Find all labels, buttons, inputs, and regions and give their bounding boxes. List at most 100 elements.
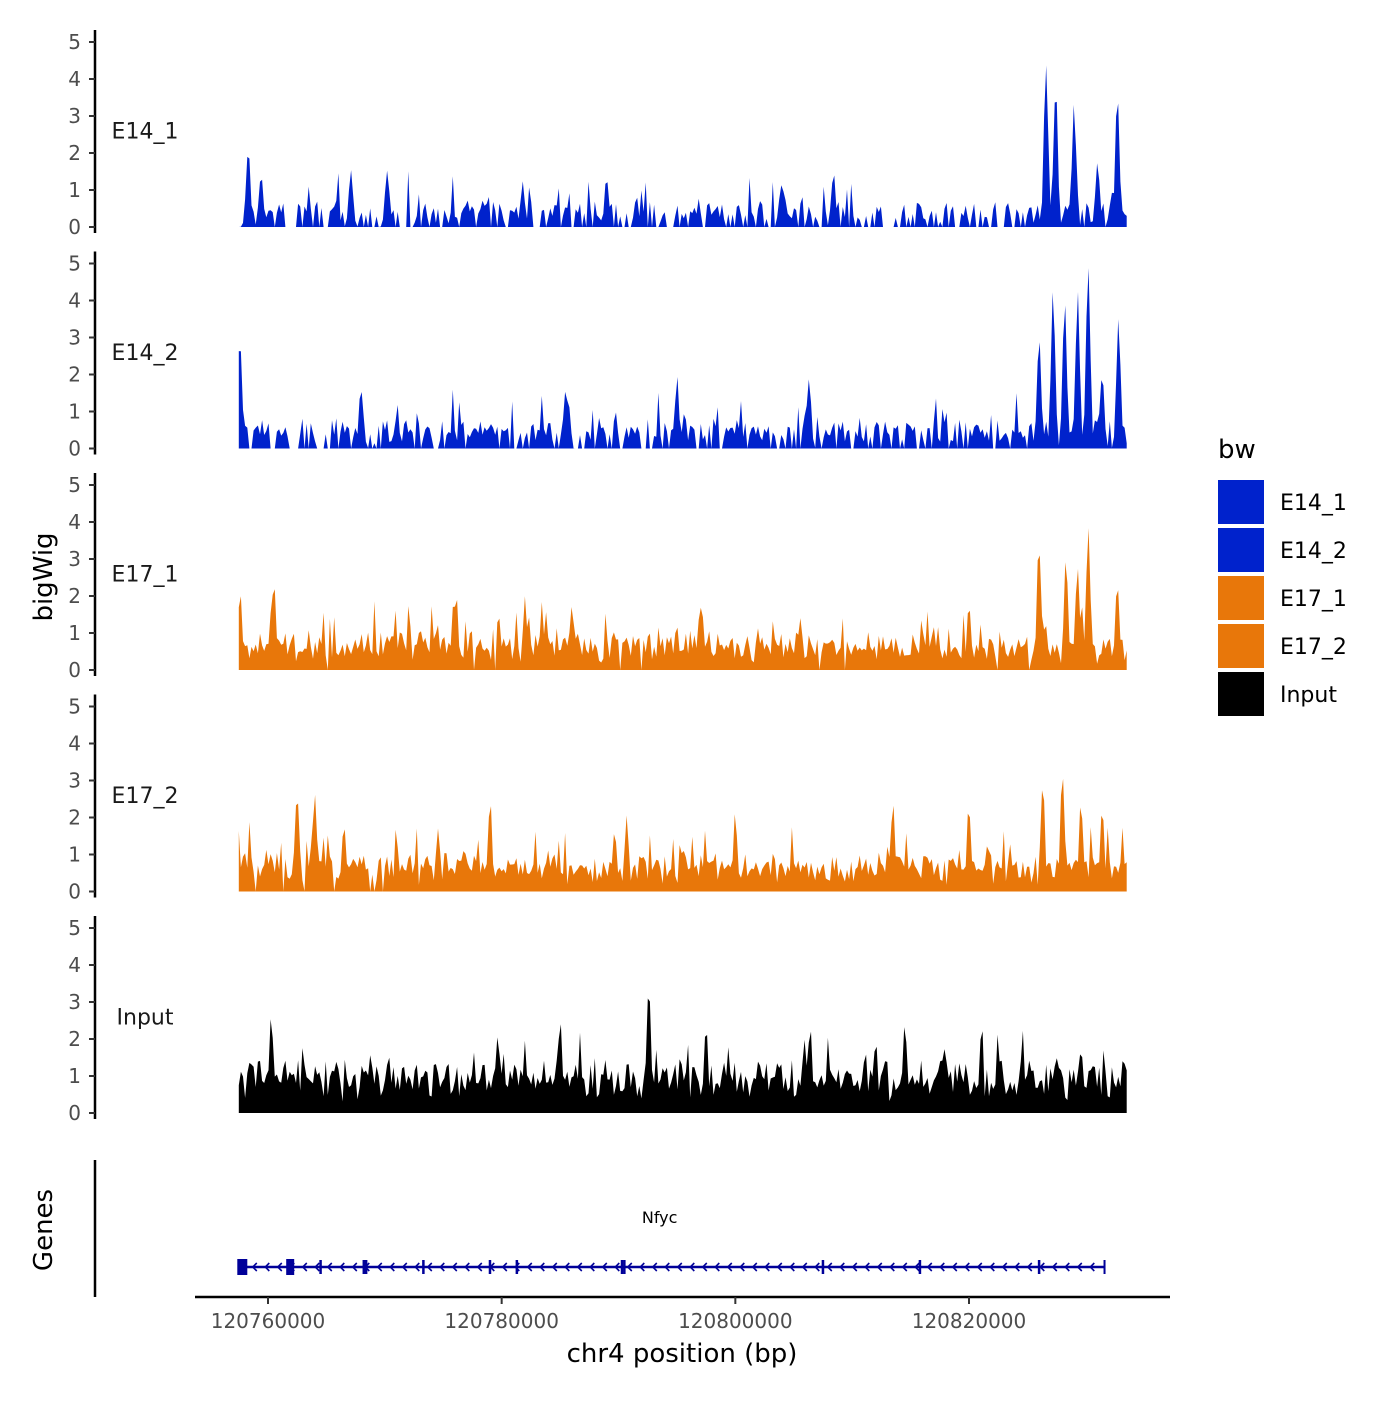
strand-chevron <box>851 1262 858 1272</box>
strand-chevron <box>701 1262 708 1272</box>
legend-title: bw <box>1218 435 1256 465</box>
strand-chevron <box>614 1262 620 1272</box>
exon <box>362 1260 366 1274</box>
legend-key-E17_1 <box>1218 576 1264 620</box>
strand-chevron <box>1076 1262 1083 1272</box>
y-tick-label: 2 <box>68 363 81 387</box>
track-E17_1: 0 1 2 3 4 5 E17_1 <box>68 473 1127 682</box>
exon <box>821 1260 825 1274</box>
exon <box>422 1260 425 1274</box>
y-tick-label: 3 <box>68 990 81 1014</box>
y-tick-label: 3 <box>68 326 81 350</box>
strand-chevron <box>751 1262 758 1272</box>
strand-chevron <box>426 1262 433 1272</box>
strand-chevron <box>451 1262 458 1272</box>
gene-Nfyc: Nfyc <box>237 1208 1106 1275</box>
signal-area-Input <box>238 998 1127 1113</box>
y-tick-label: 3 <box>68 769 81 793</box>
strand-chevron <box>1026 1262 1033 1272</box>
strand-chevron <box>1064 1262 1070 1272</box>
strand-chevron <box>339 1262 345 1272</box>
signal-area-E17_1 <box>238 528 1127 670</box>
strand-chevron <box>651 1262 658 1272</box>
exon <box>623 1260 626 1274</box>
strand-chevron <box>639 1262 645 1272</box>
legend: bw E14_1 E14_2 E17_1 E17_2 Input <box>1218 435 1347 716</box>
legend-key-E14_1 <box>1218 480 1264 524</box>
exon <box>620 1260 624 1274</box>
strand-chevron <box>889 1262 895 1272</box>
track-label: E14_2 <box>112 341 179 366</box>
strand-chevron <box>626 1262 633 1272</box>
track-label: Input <box>117 1005 174 1030</box>
strand-chevron <box>964 1262 970 1272</box>
exon <box>1037 1260 1041 1274</box>
exon <box>1103 1260 1106 1274</box>
strand-chevron <box>839 1262 845 1272</box>
y-tick-label: 1 <box>68 621 81 645</box>
genes-axis-title: Genes <box>29 1189 59 1271</box>
y-tick-label: 1 <box>68 178 81 202</box>
strand-chevron <box>376 1262 383 1272</box>
x-tick-label: 120760000 <box>211 1309 326 1333</box>
strand-chevron <box>401 1262 408 1272</box>
strand-chevron <box>801 1262 808 1272</box>
y-tick-label: 5 <box>68 473 81 497</box>
y-tick-label: 1 <box>68 843 81 867</box>
exon <box>918 1260 922 1274</box>
strand-chevron <box>551 1262 558 1272</box>
legend-label: E17_1 <box>1280 587 1347 612</box>
signal-area-E17_2 <box>238 778 1127 892</box>
strand-chevron <box>939 1262 945 1272</box>
legend-key-E14_2 <box>1218 528 1264 572</box>
strand-chevron <box>1089 1262 1095 1272</box>
strand-chevron <box>251 1262 258 1272</box>
exon <box>364 1260 368 1274</box>
strand-chevron <box>714 1262 720 1272</box>
track-E14_2: 0 1 2 3 4 5 E14_2 <box>68 251 1127 461</box>
exon <box>515 1260 519 1274</box>
y-tick-label: 5 <box>68 252 81 276</box>
exon <box>286 1259 295 1275</box>
signal-area-E14_1 <box>238 65 1127 227</box>
strand-chevron <box>276 1262 283 1272</box>
strand-chevron <box>1001 1262 1008 1272</box>
x-axis-title: chr4 position (bp) <box>567 1339 798 1369</box>
track-label: E17_1 <box>112 562 179 587</box>
x-tick-label: 120780000 <box>444 1309 559 1333</box>
strand-chevron <box>726 1262 733 1272</box>
strand-chevron <box>951 1262 958 1272</box>
y-axis-title: bigWig <box>29 532 59 621</box>
exon <box>319 1260 322 1274</box>
strand-chevron <box>601 1262 608 1272</box>
strand-chevron <box>351 1262 358 1272</box>
strand-chevron <box>876 1262 883 1272</box>
strand-chevron <box>776 1262 783 1272</box>
strand-chevron <box>589 1262 595 1272</box>
strand-chevron <box>664 1262 670 1272</box>
y-tick-label: 0 <box>68 658 81 682</box>
legend-key-Input <box>1218 672 1264 716</box>
tracks-group: 0 1 2 3 4 5 E14_1 0 1 2 3 4 5 E14_2 0 1 2 3 4 5 E17_1 0 1 2 3 4 5 E… <box>68 30 1127 1125</box>
strand-chevron <box>464 1262 470 1272</box>
strand-chevron <box>739 1262 745 1272</box>
strand-chevron <box>564 1262 570 1272</box>
strand-chevron <box>1014 1262 1020 1272</box>
strand-chevron <box>864 1262 870 1272</box>
y-tick-label: 3 <box>68 547 81 571</box>
y-tick-label: 2 <box>68 1027 81 1051</box>
x-tick-label: 120820000 <box>912 1309 1027 1333</box>
strand-chevron <box>789 1262 795 1272</box>
y-tick-label: 2 <box>68 141 81 165</box>
exon <box>488 1260 492 1274</box>
strand-chevron <box>576 1262 583 1272</box>
strand-chevron <box>914 1262 920 1272</box>
strand-chevron <box>764 1262 770 1272</box>
strand-chevron <box>826 1262 833 1272</box>
strand-chevron <box>901 1262 908 1272</box>
gene-panel: Nfyc <box>93 1160 1106 1297</box>
x-axis: 120760000 120780000 120800000 120820000 <box>195 1295 1170 1333</box>
track-Input: 0 1 2 3 4 5 Input <box>68 916 1127 1125</box>
strand-chevron <box>264 1262 270 1272</box>
